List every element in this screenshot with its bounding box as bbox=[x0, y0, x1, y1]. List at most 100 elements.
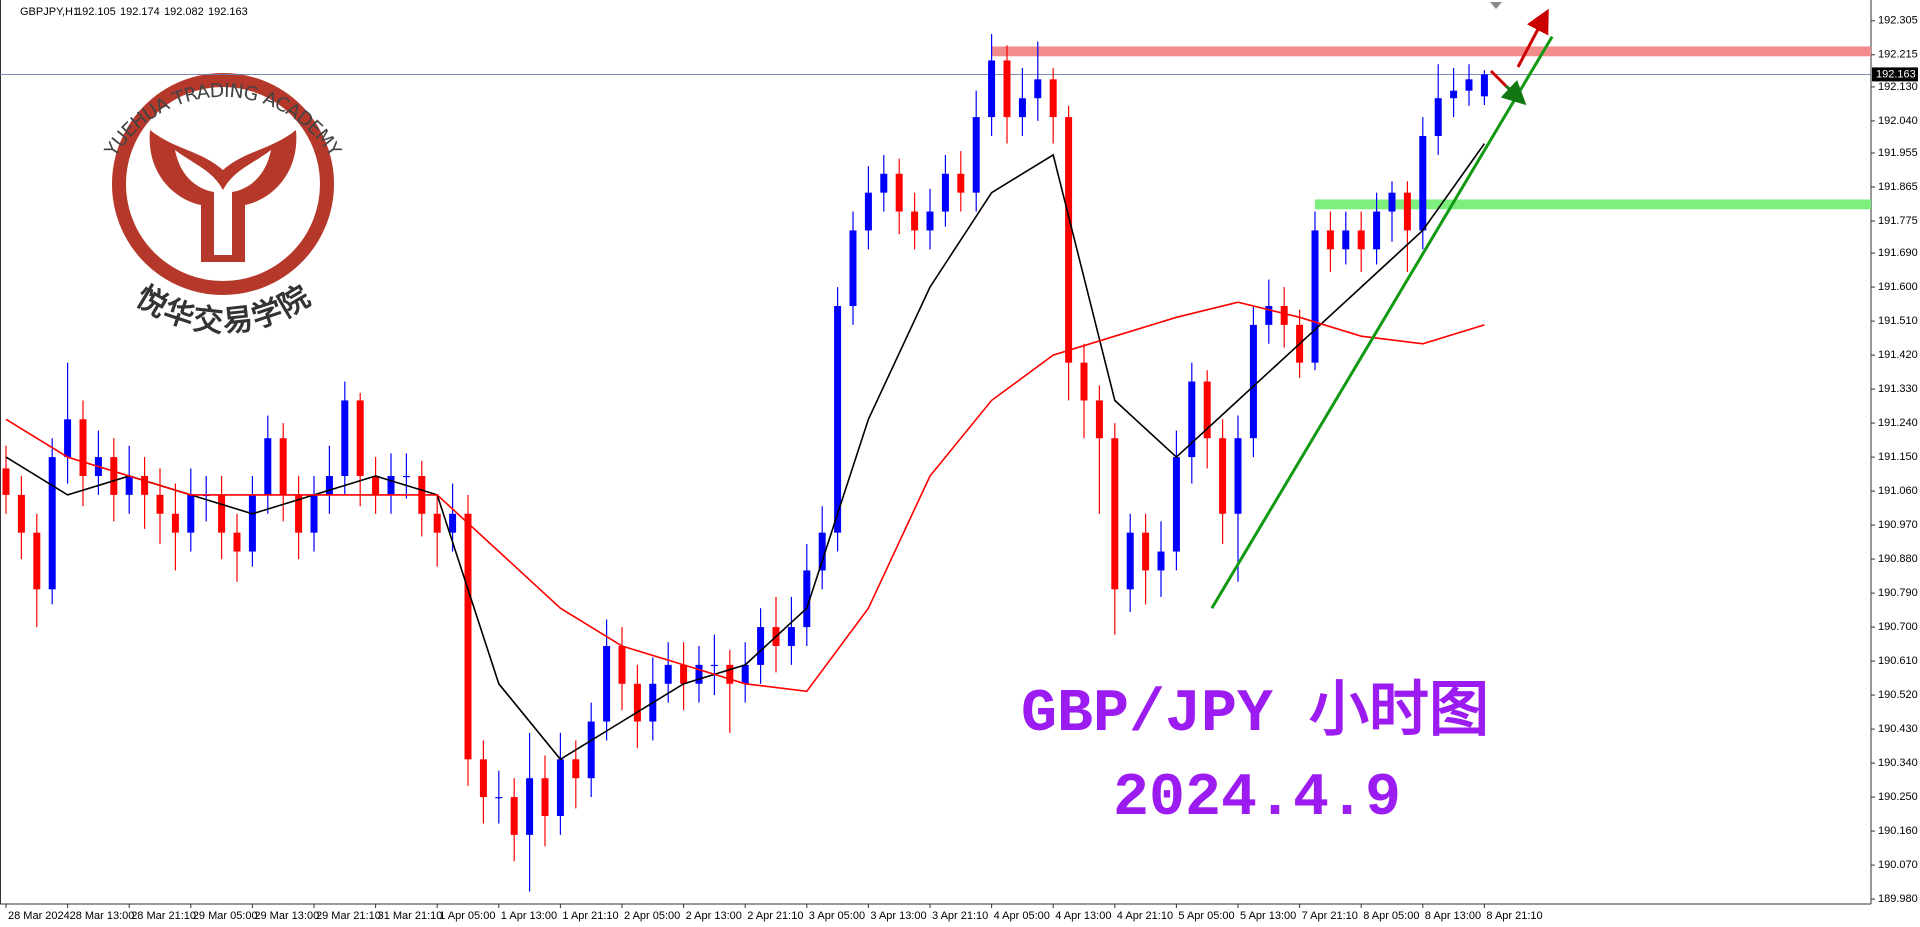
candle-body bbox=[125, 475, 133, 495]
candle-body bbox=[988, 60, 996, 118]
y-tick-label: 192.040 bbox=[1878, 115, 1918, 127]
arrow-down-start bbox=[1489, 69, 1508, 88]
candle-body bbox=[1326, 230, 1334, 250]
candle-body bbox=[710, 664, 718, 667]
candle-body bbox=[680, 664, 688, 684]
x-tick-label: 2 Apr 13:00 bbox=[686, 910, 742, 922]
candle-body bbox=[1142, 532, 1150, 571]
candle-body bbox=[1342, 230, 1350, 250]
candle-body bbox=[187, 494, 195, 533]
shift-marker bbox=[1490, 2, 1502, 9]
y-tick-label: 190.610 bbox=[1878, 655, 1918, 667]
candle-body bbox=[1065, 117, 1073, 363]
candle-body bbox=[618, 645, 626, 684]
x-tick-label: 8 Apr 13:00 bbox=[1425, 910, 1481, 922]
candle-body bbox=[1203, 381, 1211, 439]
candle-body bbox=[572, 759, 580, 779]
candle-body bbox=[864, 192, 872, 231]
x-tick-label: 1 Apr 13:00 bbox=[501, 910, 557, 922]
header-low: 192.082 bbox=[164, 6, 204, 18]
candle-body bbox=[818, 532, 826, 571]
candle-body bbox=[803, 570, 811, 628]
candle-body bbox=[741, 664, 749, 684]
candle-body bbox=[1373, 211, 1381, 250]
y-tick-label: 191.955 bbox=[1878, 147, 1918, 159]
candle-body bbox=[218, 494, 226, 533]
x-tick-label: 5 Apr 13:00 bbox=[1240, 910, 1296, 922]
candle-body bbox=[479, 759, 487, 798]
candle-body bbox=[603, 645, 611, 722]
candle-body bbox=[64, 419, 72, 458]
candle-body bbox=[1419, 135, 1427, 231]
candle-body bbox=[526, 778, 534, 835]
candle-body bbox=[264, 438, 272, 495]
x-tick-label: 3 Apr 05:00 bbox=[809, 910, 865, 922]
candle-body bbox=[556, 759, 564, 816]
x-tick-label: 31 Mar 21:10 bbox=[378, 910, 443, 922]
candle-body bbox=[1234, 438, 1242, 514]
y-tick-label: 191.865 bbox=[1878, 181, 1918, 193]
candle-body bbox=[464, 513, 472, 760]
header-open: 192.105 bbox=[76, 6, 116, 18]
candle-body bbox=[664, 664, 672, 684]
candle-body bbox=[495, 797, 503, 799]
candle-body bbox=[1465, 79, 1473, 91]
y-tick-label: 192.215 bbox=[1878, 49, 1918, 61]
candle-body bbox=[849, 230, 857, 306]
candle-body bbox=[310, 494, 318, 533]
candle-body bbox=[834, 305, 842, 533]
annotation-title: GBP/JPY 小时图 bbox=[1021, 678, 1489, 749]
y-tick-label: 190.880 bbox=[1878, 553, 1918, 565]
candle-body bbox=[17, 494, 25, 533]
candle-body bbox=[587, 721, 595, 779]
y-tick-label: 190.340 bbox=[1878, 757, 1918, 769]
y-tick-label: 190.700 bbox=[1878, 621, 1918, 633]
candle-body bbox=[1018, 98, 1026, 118]
candle-body bbox=[510, 797, 518, 835]
candle-body bbox=[757, 627, 765, 665]
candle-body bbox=[1280, 305, 1288, 325]
candle-body bbox=[79, 419, 87, 476]
candle-body bbox=[433, 513, 441, 533]
x-tick-label: 3 Apr 21:10 bbox=[932, 910, 988, 922]
candle-body bbox=[1357, 230, 1365, 250]
candle-body bbox=[1249, 324, 1257, 439]
candle-body bbox=[787, 627, 795, 646]
candle-body bbox=[1003, 60, 1011, 118]
candle-body bbox=[325, 475, 333, 495]
watermark-arc-text: YUEHUA TRADING ACADEMY bbox=[100, 79, 346, 161]
x-tick-label: 28 Mar 2024 bbox=[8, 910, 70, 922]
candle-body bbox=[295, 494, 303, 533]
header-high: 192.174 bbox=[120, 6, 160, 18]
price-zone bbox=[1315, 199, 1871, 210]
trendline bbox=[1210, 35, 1554, 609]
candle-body bbox=[1095, 400, 1103, 439]
candle-body bbox=[449, 513, 457, 533]
y-tick-label: 191.240 bbox=[1878, 417, 1918, 429]
price-label-box bbox=[1872, 67, 1918, 82]
candle-body bbox=[1188, 381, 1196, 458]
candle-body bbox=[1080, 362, 1088, 401]
x-tick-label: 8 Apr 05:00 bbox=[1363, 910, 1419, 922]
candle-body bbox=[2, 468, 10, 495]
annotation-date: 2024.4.9 bbox=[1113, 765, 1401, 833]
y-tick-label: 190.430 bbox=[1878, 723, 1918, 735]
price-label: 192.163 bbox=[1876, 68, 1916, 80]
candle-body bbox=[895, 173, 903, 212]
symbol: GBPJPY,H1 bbox=[20, 6, 79, 18]
x-tick-label: 4 Apr 05:00 bbox=[994, 910, 1050, 922]
x-tick-label: 5 Apr 05:00 bbox=[1178, 910, 1234, 922]
y-tick-label: 191.060 bbox=[1878, 485, 1918, 497]
candle-body bbox=[1311, 230, 1319, 363]
x-tick-label: 4 Apr 21:10 bbox=[1117, 910, 1173, 922]
candle-body bbox=[1265, 305, 1273, 325]
candle-body bbox=[48, 457, 56, 590]
y-tick-label: 191.510 bbox=[1878, 315, 1918, 327]
candle-body bbox=[1126, 532, 1134, 590]
y-tick-label: 191.600 bbox=[1878, 281, 1918, 293]
candle-body bbox=[1172, 457, 1180, 552]
candle-body bbox=[387, 475, 395, 495]
y-tick-label: 192.130 bbox=[1878, 81, 1918, 93]
y-tick-label: 190.790 bbox=[1878, 587, 1918, 599]
price-zone bbox=[991, 46, 1871, 57]
